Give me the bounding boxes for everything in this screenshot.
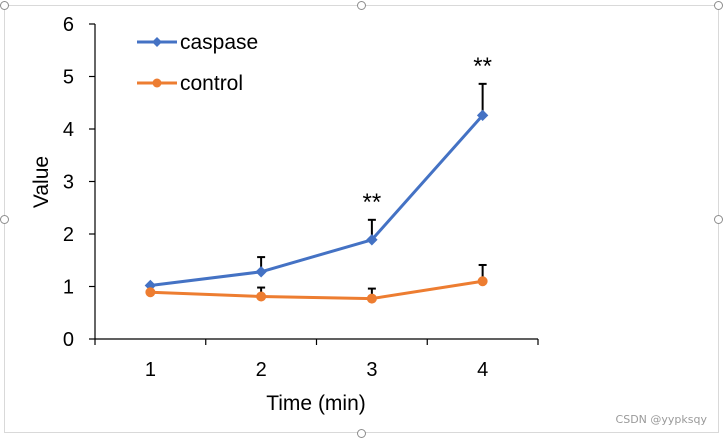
x-tick-label: 3	[366, 359, 377, 381]
legend-label-caspase: caspase	[180, 31, 258, 54]
resize-handle-top-left-icon[interactable]	[0, 1, 9, 10]
y-tick-label: 3	[63, 172, 74, 194]
significance-annotations: ** **	[363, 53, 492, 216]
series-line-caspase	[150, 114, 484, 287]
legend-marker-caspase	[152, 37, 162, 47]
data-point-caspase	[366, 234, 378, 246]
series-line-control	[150, 279, 483, 301]
x-axis-title: Time (min)	[266, 392, 366, 415]
y-tick-label: 1	[63, 277, 74, 299]
significance-marker: **	[363, 189, 382, 216]
y-axis-title: Value	[30, 156, 53, 208]
legend[interactable]: caspase control	[137, 31, 258, 95]
y-tick-label: 2	[63, 224, 74, 246]
y-tick-label: 5	[63, 67, 74, 89]
data-point-control	[145, 287, 156, 298]
resize-handle-top-center-icon[interactable]	[357, 1, 366, 10]
data-point-control	[366, 293, 377, 304]
data-point-control	[477, 276, 488, 287]
data-point-caspase	[255, 266, 267, 278]
legend-marker-control	[152, 78, 162, 88]
data-point-control	[256, 291, 267, 302]
y-tick-label: 6	[63, 14, 74, 36]
resize-handle-middle-left-icon[interactable]	[0, 215, 9, 224]
y-tick-label: 0	[63, 329, 74, 351]
x-tick-label: 2	[256, 359, 267, 381]
x-tick-label: 4	[477, 359, 488, 381]
series-markers	[144, 109, 489, 304]
x-tick-label: 1	[145, 359, 156, 381]
axes: 0 1 2 3 4 5 6 1 2 3 4	[63, 14, 539, 381]
watermark: CSDN @yypksqy	[615, 413, 707, 426]
legend-label-control: control	[180, 72, 243, 95]
y-tick-label: 4	[63, 119, 74, 141]
series-lines	[150, 114, 484, 301]
data-point-caspase	[476, 109, 489, 122]
significance-marker: **	[473, 53, 492, 80]
